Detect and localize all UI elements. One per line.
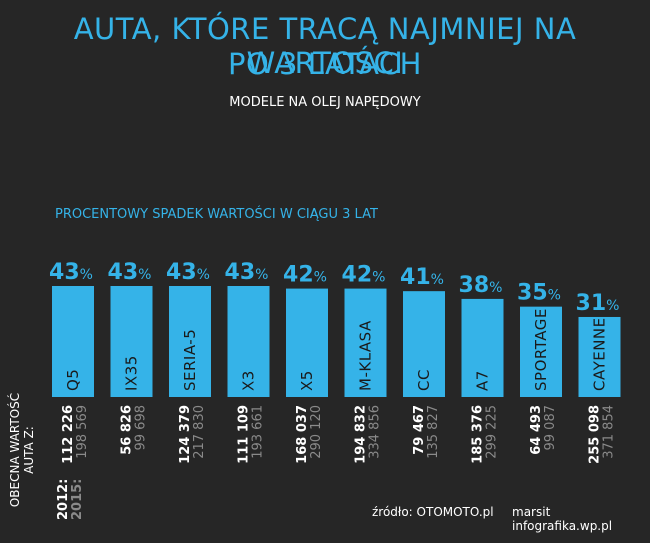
value-2015: 193 661 [251, 405, 266, 459]
y-axis-label-line1: OBECNA WARTOŚĆ [8, 392, 22, 508]
value-label: 41% [400, 265, 444, 290]
category-label: Q5 [64, 369, 82, 391]
value-label: 38% [459, 273, 503, 298]
value-label: 43% [108, 260, 152, 285]
category-label: X3 [240, 370, 258, 391]
value-label: 43% [49, 260, 93, 285]
value-label: 31% [576, 291, 620, 316]
value-2012: 111 109 [237, 405, 252, 464]
value-2015: 290 120 [309, 405, 324, 459]
credit-note: marsit infografika.wp.pl [512, 505, 613, 533]
value-2012: 185 376 [471, 405, 486, 464]
value-2012: 255 098 [588, 405, 603, 464]
bar [286, 288, 328, 397]
category-label: SERIA-5 [181, 329, 199, 391]
y-axis-label: OBECNA WARTOŚĆ AUTA Z: [8, 380, 36, 520]
bar [169, 286, 211, 397]
bar [344, 288, 387, 397]
value-label: 42% [342, 263, 386, 288]
year-label-2012: 2012: [56, 479, 71, 520]
value-2012: 124 379 [178, 405, 193, 464]
value-label: 42% [283, 263, 327, 288]
value-2012: 64 493 [529, 405, 544, 455]
value-2015: 198 569 [75, 405, 90, 459]
category-label: A7 [474, 370, 492, 391]
category-label: X5 [298, 370, 316, 391]
subtitle: MODELE NA OLEJ NAPĘDOWY [229, 95, 421, 110]
value-label: 35% [517, 281, 561, 306]
value-2015: 99 698 [134, 405, 149, 451]
category-label: CC [415, 369, 433, 391]
title-line-2: PO 3 LATACH [228, 47, 422, 81]
value-2012: 112 226 [61, 405, 76, 464]
category-label: SPORTAGE [532, 308, 550, 391]
value-2015: 299 225 [485, 405, 500, 459]
y-axis-label-line2: AUTA Z: [22, 426, 36, 474]
category-label: IX35 [123, 355, 141, 391]
year-label-2015: 2015: [70, 479, 85, 520]
value-2012: 168 037 [295, 405, 310, 464]
bar [52, 286, 94, 397]
value-2015: 371 854 [602, 405, 617, 459]
bar [578, 316, 621, 397]
bar [110, 286, 153, 397]
bar [227, 286, 270, 397]
value-2012: 79 467 [412, 405, 427, 455]
chart-title: PROCENTOWY SPADEK WARTOŚCI W CIĄGU 3 LAT [55, 207, 378, 222]
value-2015: 334 856 [368, 405, 383, 459]
value-2015: 135 827 [426, 405, 441, 459]
value-2015: 99 087 [543, 405, 558, 451]
bar [520, 306, 562, 397]
source-note: źródło: OTOMOTO.pl [372, 505, 494, 519]
title-line-1: AUTA, KTÓRE TRACĄ NAJMNIEJ NA WARTOŚCI [73, 12, 577, 80]
value-2012: 194 832 [354, 405, 369, 464]
category-label: CAYENNE [591, 317, 609, 391]
value-2012: 56 826 [120, 405, 135, 455]
bar [403, 291, 445, 397]
category-label: M-KLASA [357, 320, 375, 391]
value-label: 43% [166, 260, 210, 285]
value-2015: 217 830 [192, 405, 207, 459]
bar [461, 298, 504, 397]
value-label: 43% [225, 260, 269, 285]
